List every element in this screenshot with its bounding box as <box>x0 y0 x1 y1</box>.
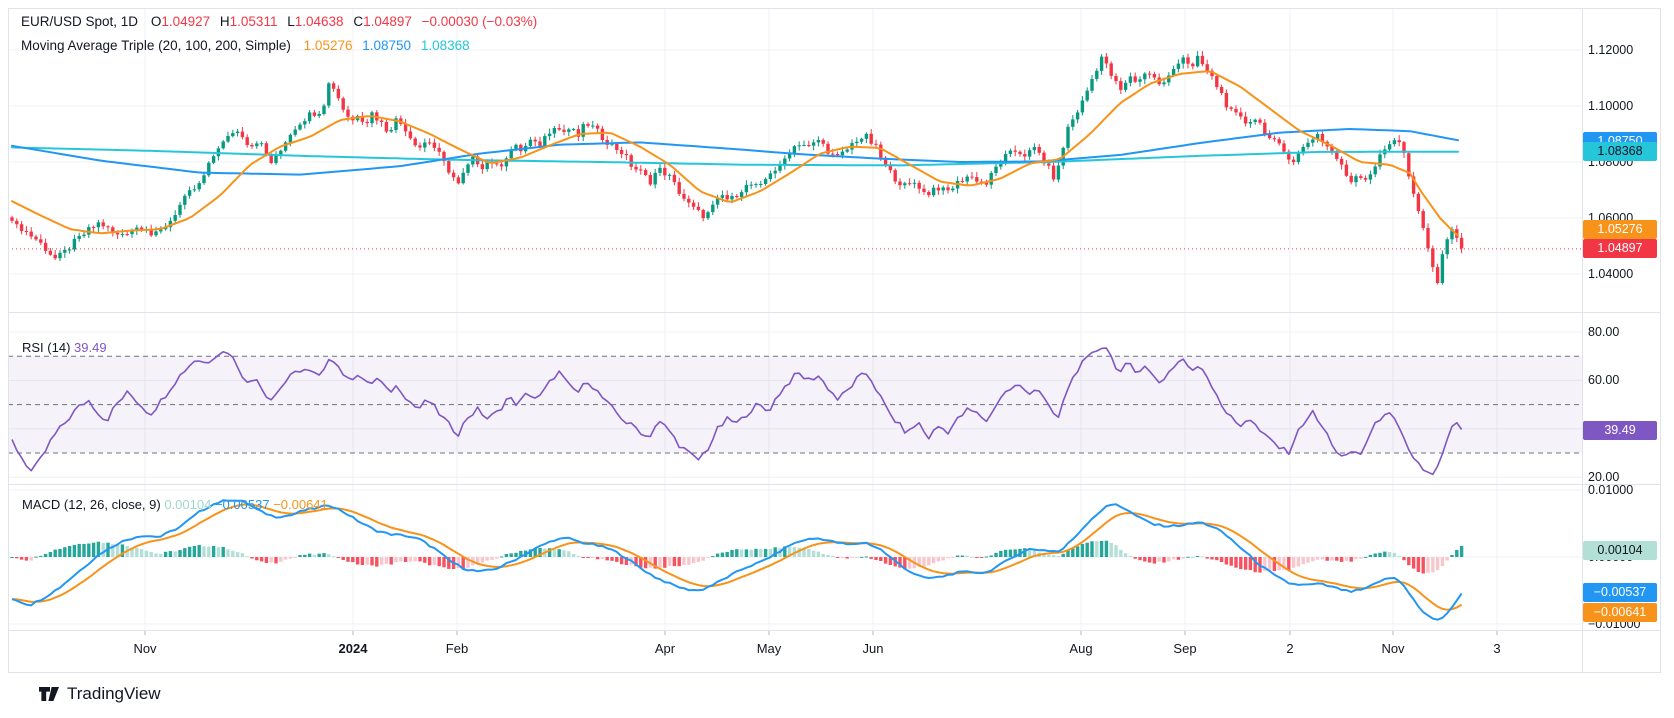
macd-hist-value: 0.00104 <box>164 497 212 512</box>
open-label: O <box>150 14 162 29</box>
rsi-indicator-title[interactable]: RSI (14) <box>22 340 71 355</box>
price-axis-label: 1.10000 <box>1588 99 1634 113</box>
macd-axis-badge: −0.00537 <box>1583 583 1657 603</box>
low-label: L <box>287 14 295 29</box>
macd-line-value: −0.00537 <box>214 497 270 512</box>
time-axis-label: Aug <box>1069 641 1093 656</box>
time-axis-label: Sep <box>1173 641 1197 656</box>
rsi-axis-label: 60.00 <box>1588 373 1620 388</box>
price-axis-badge: 1.05276 <box>1583 219 1657 239</box>
symbol-legend: EUR/USD Spot, 1D O1.04927 H1.05311 L1.04… <box>21 13 537 30</box>
rsi-legend: RSI (14) 39.49 <box>22 340 107 356</box>
time-axis-label: Nov <box>1381 641 1405 656</box>
low-value: 1.04638 <box>294 14 344 29</box>
ma-indicator-title[interactable]: Moving Average Triple (20, 100, 200, Sim… <box>21 38 291 53</box>
time-axis-label: Feb <box>445 641 469 656</box>
tradingview-logo-icon <box>39 686 59 701</box>
time-axis-label: 3 <box>1493 641 1501 656</box>
macd-axis-badge: −0.00641 <box>1583 603 1657 623</box>
open-value: 1.04927 <box>161 14 211 29</box>
tradingview-logo[interactable]: TradingView <box>38 684 161 704</box>
change-value: −0.00030 (−0.03%) <box>421 14 538 29</box>
close-value: 1.04897 <box>363 14 412 29</box>
symbol-title[interactable]: EUR/USD Spot, 1D <box>21 14 139 29</box>
price-axis-label: 1.12000 <box>1588 43 1634 57</box>
macd-axis-badge: 0.00104 <box>1583 540 1657 560</box>
rsi-axis-badge: 39.49 <box>1583 420 1657 440</box>
time-axis-label: May <box>756 641 782 656</box>
time-axis-label: 2 <box>1286 641 1294 656</box>
ma200-value: 1.08368 <box>420 38 470 53</box>
high-value: 1.05311 <box>229 14 278 29</box>
rsi-axis-label: 80.00 <box>1588 325 1620 339</box>
macd-indicator-title[interactable]: MACD (12, 26, close, 9) <box>22 497 161 512</box>
rsi-value: 39.49 <box>74 340 107 355</box>
rsi-axis-label: 20.00 <box>1588 470 1620 485</box>
macd-axis-label: 0.01000 <box>1588 483 1634 497</box>
price-axis-label: 1.04000 <box>1588 267 1634 281</box>
time-axis-label: Nov <box>133 641 157 656</box>
macd-signal-value: −0.00641 <box>273 497 328 512</box>
high-label: H <box>219 14 230 29</box>
close-label: C <box>353 14 364 29</box>
ma100-value: 1.08750 <box>362 38 412 53</box>
time-axis-label: 2024 <box>338 641 368 656</box>
ma-legend: Moving Average Triple (20, 100, 200, Sim… <box>21 37 470 54</box>
price-axis-badge: 1.04897 <box>1583 239 1657 259</box>
ma20-value: 1.05276 <box>303 38 353 53</box>
time-axis-label: Jun <box>862 641 884 656</box>
price-axis-badge: 1.08368 <box>1583 142 1657 162</box>
time-axis-label: Apr <box>654 641 676 656</box>
macd-legend: MACD (12, 26, close, 9) 0.00104 −0.00537… <box>22 497 328 513</box>
tradingview-logo-text: TradingView <box>67 684 161 703</box>
